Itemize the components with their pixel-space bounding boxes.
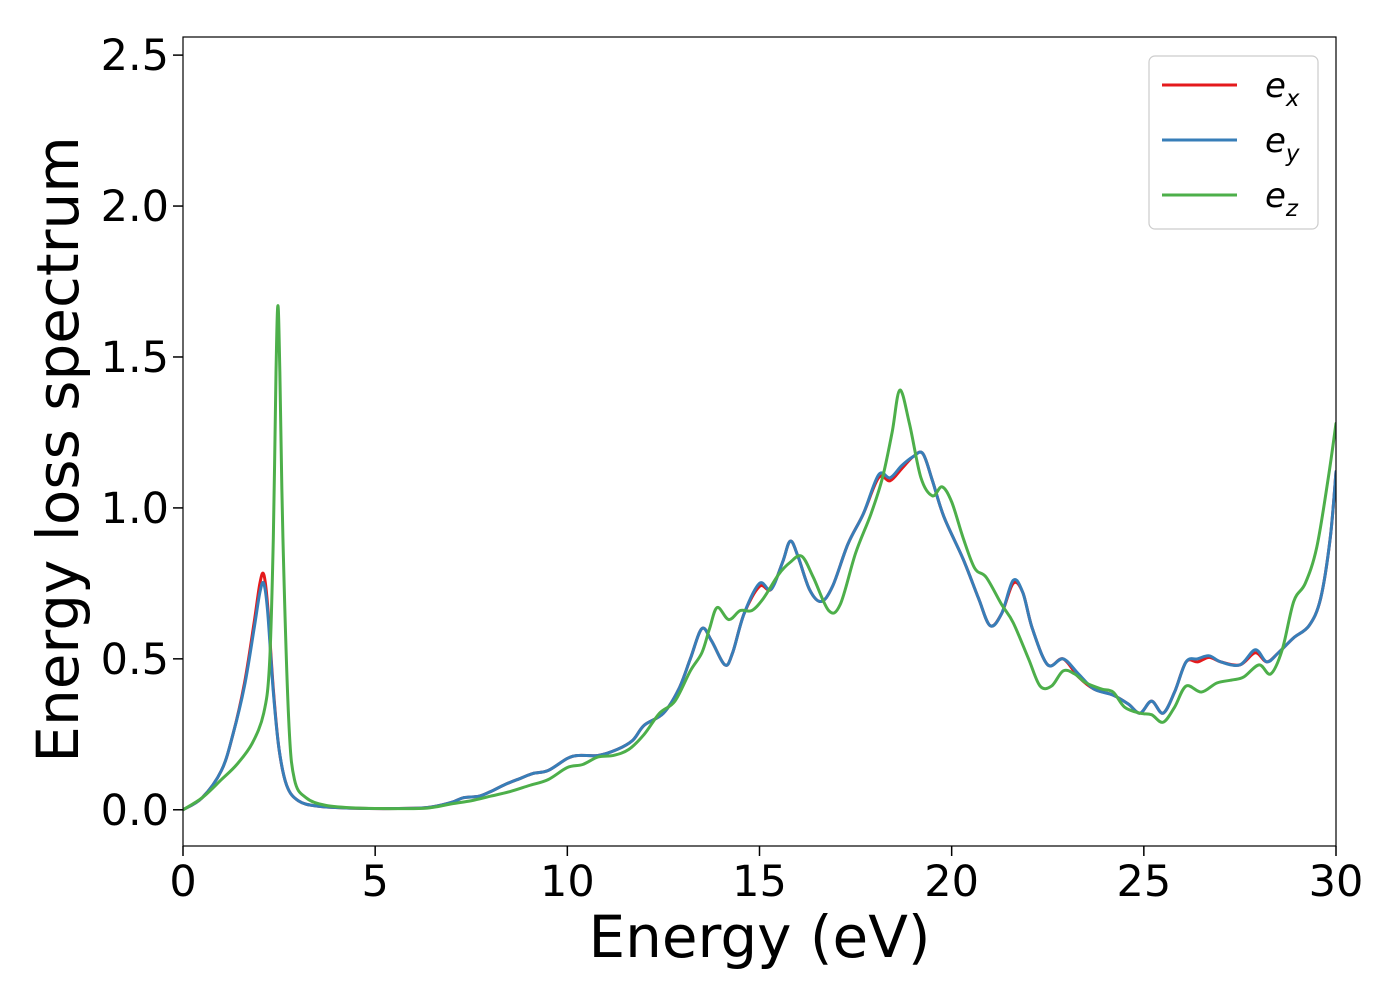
- x-axis-ticks: 0 5 10 15 20 25 30: [169, 846, 1363, 907]
- x-tick-label: 20: [924, 857, 979, 907]
- y-tick-label: 2.0: [101, 182, 169, 232]
- series-line-ex: [183, 450, 1336, 812]
- x-tick-label: 10: [540, 857, 595, 907]
- y-tick-label: 2.5: [101, 31, 169, 81]
- x-tick-label: 30: [1309, 857, 1364, 907]
- legend-label-base: e: [1265, 121, 1286, 161]
- series-line-ez: [183, 304, 1336, 812]
- legend-label-subscript: x: [1285, 86, 1300, 112]
- legend-label-subscript: y: [1285, 141, 1300, 167]
- x-tick-label: 25: [1116, 857, 1171, 907]
- y-tick-label: 0.0: [101, 786, 169, 836]
- x-tick-label: 15: [732, 857, 787, 907]
- legend-label-ez: ez: [1265, 176, 1299, 222]
- legend-label-base: e: [1265, 66, 1286, 106]
- y-tick-label: 1.0: [101, 484, 169, 534]
- y-axis-ticks: 0.0 0.5 1.0 1.5 2.0 2.5: [101, 31, 183, 836]
- y-tick-label: 0.5: [101, 635, 169, 685]
- x-tick-label: 0: [169, 857, 196, 907]
- x-axis-label: Energy (eV): [588, 903, 930, 971]
- legend-label-subscript: z: [1285, 196, 1299, 222]
- series-layer: [183, 304, 1336, 812]
- series-line-ey: [183, 450, 1336, 812]
- y-tick-label: 1.5: [101, 333, 169, 383]
- x-tick-label: 5: [361, 857, 388, 907]
- legend-box: [1148, 55, 1319, 230]
- y-axis-label: Energy loss spectrum: [24, 136, 92, 762]
- legend-label-ex: ex: [1265, 66, 1300, 112]
- legend-label-base: e: [1265, 176, 1286, 216]
- legend-label-ey: ey: [1265, 121, 1300, 167]
